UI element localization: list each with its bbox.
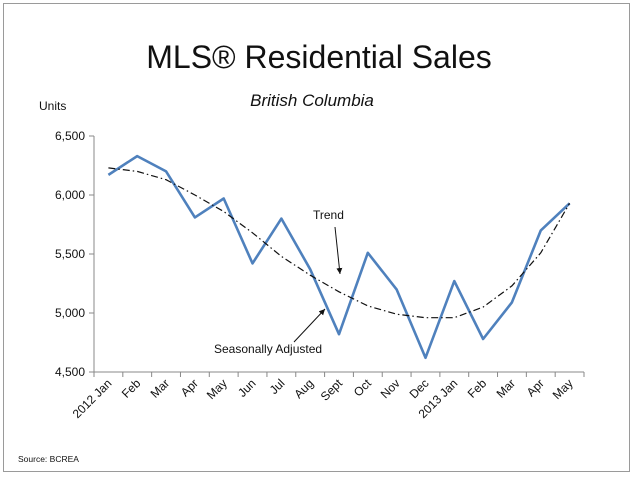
x-tick-labels: 2012 Jan Feb Mar Apr May Jun Jul Aug Sept Oct Nov D… [70, 376, 576, 421]
x-tick-label: Apr [524, 376, 547, 399]
x-tick-label: Feb [119, 376, 144, 401]
y-tick-label: 5,500 [55, 247, 85, 261]
series-lines [107, 154, 571, 360]
trend-line [108, 167, 571, 319]
annotations: Trend Seasonally Adjusted [214, 208, 344, 356]
x-tick-label: May [204, 376, 230, 402]
x-tick-label: Nov [378, 376, 403, 401]
trend-annotation-label: Trend [313, 208, 344, 222]
x-tick-label: Oct [351, 376, 375, 400]
x-tick-label: Sept [318, 376, 346, 404]
x-tick-label: 2012 Jan [70, 376, 115, 421]
seasonally-adjusted-arrow [293, 308, 326, 343]
x-tick-label: May [550, 376, 576, 402]
x-tick-label: Feb [465, 376, 490, 401]
y-tick-label: 6,500 [55, 129, 85, 143]
axes [89, 135, 585, 377]
y-tick-label: 6,000 [55, 188, 85, 202]
seasonally-adjusted-line [107, 154, 571, 360]
y-tick-label: 4,500 [55, 365, 85, 379]
seasonally-adjusted-annotation-label: Seasonally Adjusted [214, 342, 322, 356]
source-note: Source: BCREA [18, 454, 79, 464]
trend-arrow [334, 226, 343, 275]
x-tick-label: Mar [494, 376, 519, 401]
x-tick-label: Jul [267, 376, 288, 397]
x-tick-label: Jun [235, 376, 259, 400]
chart-frame: MLS® Residential Sales British Columbia … [3, 3, 630, 472]
y-tick-label: 5,000 [55, 306, 85, 320]
x-tick-label: Mar [148, 376, 173, 401]
x-tick-label: Dec [407, 376, 432, 401]
x-tick-label: Apr [178, 376, 201, 399]
chart-title: MLS® Residential Sales [146, 39, 492, 75]
chart-subtitle: British Columbia [250, 91, 374, 110]
y-tick-labels: 4,500 5,000 5,500 6,000 6,500 [55, 129, 85, 379]
line-chart: MLS® Residential Sales British Columbia … [18, 39, 585, 464]
y-axis-label: Units [39, 99, 66, 113]
x-tick-label: Aug [291, 376, 316, 401]
